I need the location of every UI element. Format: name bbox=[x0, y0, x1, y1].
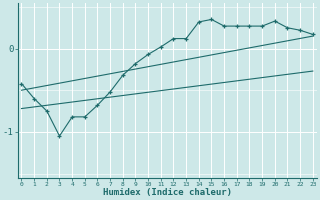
X-axis label: Humidex (Indice chaleur): Humidex (Indice chaleur) bbox=[103, 188, 232, 197]
